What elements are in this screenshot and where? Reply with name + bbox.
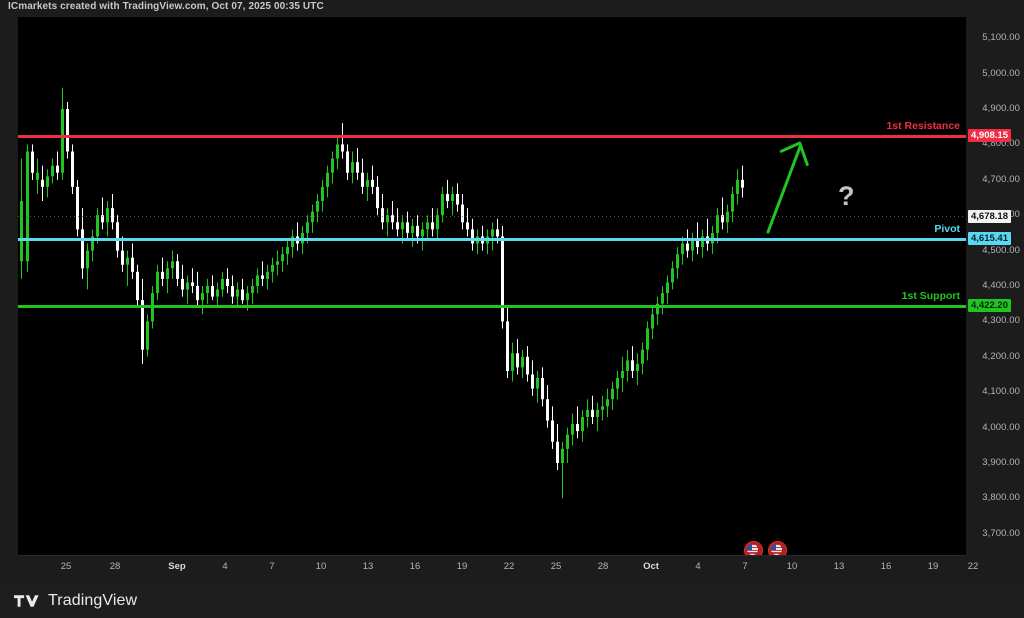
- tradingview-logo-icon: [14, 594, 39, 607]
- time-axis-tick: 25: [550, 561, 562, 572]
- us-flag-glyph: [747, 544, 758, 555]
- us-flag-glyph: [771, 544, 782, 555]
- time-axis-tick: 7: [269, 561, 275, 572]
- price-axis-tick: 4,400.00: [982, 280, 1020, 291]
- current-price-dotted-line: [18, 216, 966, 217]
- pivot-label: Pivot: [934, 223, 960, 235]
- top-watermark-bar: ICmarkets created with TradingView.com, …: [0, 0, 1024, 15]
- price-axis-tick: 4,300.00: [982, 315, 1020, 327]
- time-axis-tick: 4: [695, 561, 701, 572]
- current-price-badge[interactable]: 4,678.18: [968, 210, 1011, 223]
- support-label: 1st Support: [901, 290, 960, 302]
- left-frame-edge: [0, 15, 18, 583]
- resistance-label: 1st Resistance: [886, 120, 960, 132]
- price-axis-tick: 4,000.00: [982, 421, 1020, 433]
- watermark-text: ICmarkets created with TradingView.com, …: [8, 1, 324, 12]
- time-axis-tick: 19: [927, 561, 939, 572]
- candlestick-series: [20, 87, 744, 499]
- price-axis[interactable]: 5,100.00 5,000.00 4,900.00 4,800.00 4,700.00…: [966, 17, 1024, 555]
- economic-event-us-flag-icon[interactable]: [768, 541, 787, 555]
- brand-bar: TradingView: [0, 583, 1024, 618]
- chart-plot-area[interactable]: 1st Resistance Pivot 1st Support ?: [18, 17, 966, 555]
- price-axis-tick: 5,000.00: [982, 67, 1020, 79]
- time-axis-tick: 28: [597, 561, 609, 572]
- time-axis-tick: 4: [222, 561, 228, 572]
- forecast-overlay: [766, 141, 809, 234]
- time-axis-tick: 19: [456, 561, 468, 572]
- price-axis-tick: 4,800.00: [982, 138, 1020, 150]
- time-axis-tick: 16: [409, 561, 421, 572]
- price-axis-tick: 3,800.00: [982, 492, 1020, 504]
- time-axis-tick: 10: [315, 561, 327, 572]
- pivot-price-badge[interactable]: 4,615.41: [968, 232, 1011, 245]
- time-axis-tick: 13: [833, 561, 845, 572]
- price-axis-tick: 4,200.00: [982, 350, 1020, 362]
- price-axis-tick: 4,100.00: [982, 386, 1020, 398]
- support-price-badge[interactable]: 4,422.20: [968, 299, 1011, 312]
- time-axis-tick: 16: [880, 561, 892, 572]
- time-axis-tick: 25: [60, 561, 72, 572]
- time-axis-tick: 22: [967, 561, 979, 572]
- price-axis-tick: 4,700.00: [982, 173, 1020, 185]
- up-arrow-forecast-icon: [766, 141, 809, 234]
- time-axis-tick: 13: [362, 561, 374, 572]
- price-axis-tick: 3,700.00: [982, 527, 1020, 539]
- price-axis-tick: 5,100.00: [982, 32, 1020, 44]
- question-mark-annotation: ?: [838, 181, 855, 211]
- price-axis-tick: 3,900.00: [982, 456, 1020, 468]
- brand-name: TradingView: [48, 591, 138, 609]
- time-axis-tick: 7: [742, 561, 748, 572]
- time-axis-tick: 22: [503, 561, 515, 572]
- economic-event-us-flag-icon[interactable]: [744, 541, 763, 555]
- resistance-price-badge[interactable]: 4,908.15: [968, 129, 1011, 142]
- time-axis-tick: 10: [786, 561, 798, 572]
- price-axis-tick: 4,900.00: [982, 103, 1020, 115]
- time-axis[interactable]: 25 28 Sep 4 7 10 13 16 19 22 25 28 Oct 4 7 10 13 16 19 22: [18, 555, 978, 582]
- time-axis-tick: Sep: [168, 561, 186, 572]
- chart-canvas: 1st Resistance Pivot 1st Support ?: [18, 17, 966, 555]
- time-axis-tick: Oct: [643, 561, 659, 572]
- price-axis-tick: 4,500.00: [982, 244, 1020, 256]
- time-axis-tick: 28: [109, 561, 121, 572]
